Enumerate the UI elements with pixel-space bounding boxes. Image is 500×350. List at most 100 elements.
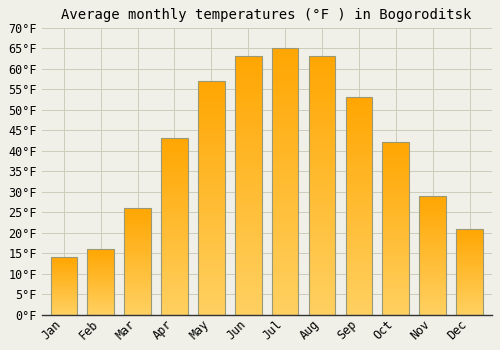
Bar — [161, 223, 188, 226]
Bar — [420, 284, 446, 286]
Bar — [50, 257, 77, 258]
Bar — [50, 314, 77, 315]
Bar — [420, 303, 446, 305]
Bar — [420, 258, 446, 260]
Bar — [198, 174, 224, 179]
Bar — [346, 258, 372, 262]
Bar — [124, 257, 151, 259]
Bar — [308, 304, 336, 309]
Bar — [308, 77, 336, 82]
Bar — [124, 242, 151, 244]
Bar — [161, 286, 188, 290]
Bar — [272, 80, 298, 85]
Bar — [456, 256, 483, 258]
Bar — [50, 307, 77, 308]
Bar — [235, 82, 262, 88]
Bar — [235, 294, 262, 299]
Bar — [456, 275, 483, 277]
Bar — [124, 266, 151, 268]
Bar — [272, 123, 298, 128]
Bar — [161, 230, 188, 233]
Bar — [346, 136, 372, 141]
Bar — [124, 217, 151, 219]
Bar — [420, 208, 446, 210]
Bar — [420, 250, 446, 253]
Bar — [420, 196, 446, 315]
Bar — [308, 108, 336, 113]
Bar — [50, 270, 77, 271]
Bar — [88, 304, 114, 306]
Bar — [382, 308, 409, 311]
Bar — [50, 264, 77, 265]
Bar — [198, 216, 224, 221]
Bar — [456, 294, 483, 296]
Bar — [50, 273, 77, 274]
Bar — [50, 259, 77, 261]
Bar — [235, 232, 262, 237]
Bar — [235, 72, 262, 77]
Bar — [235, 154, 262, 160]
Bar — [420, 246, 446, 248]
Bar — [88, 280, 114, 282]
Bar — [235, 175, 262, 180]
Bar — [382, 173, 409, 177]
Bar — [88, 252, 114, 253]
Bar — [272, 251, 298, 256]
Bar — [124, 208, 151, 315]
Bar — [235, 103, 262, 108]
Bar — [161, 293, 188, 297]
Bar — [198, 128, 224, 132]
Bar — [198, 165, 224, 170]
Bar — [308, 129, 336, 134]
Bar — [382, 180, 409, 184]
Bar — [161, 160, 188, 163]
Bar — [308, 284, 336, 289]
Bar — [88, 256, 114, 257]
Bar — [50, 257, 77, 315]
Bar — [88, 258, 114, 259]
Bar — [235, 206, 262, 211]
Bar — [124, 287, 151, 289]
Bar — [346, 149, 372, 154]
Bar — [124, 238, 151, 240]
Bar — [124, 268, 151, 270]
Bar — [88, 303, 114, 304]
Bar — [235, 62, 262, 67]
Bar — [272, 299, 298, 304]
Bar — [346, 223, 372, 228]
Bar — [420, 253, 446, 255]
Bar — [161, 163, 188, 167]
Bar — [308, 56, 336, 315]
Bar — [50, 295, 77, 296]
Bar — [124, 219, 151, 221]
Bar — [198, 132, 224, 137]
Bar — [382, 266, 409, 270]
Bar — [420, 265, 446, 267]
Bar — [88, 298, 114, 299]
Bar — [198, 240, 224, 245]
Bar — [235, 186, 262, 191]
Bar — [456, 268, 483, 270]
Bar — [272, 187, 298, 192]
Bar — [235, 134, 262, 139]
Bar — [235, 139, 262, 144]
Bar — [198, 95, 224, 100]
Bar — [346, 154, 372, 158]
Bar — [456, 284, 483, 285]
Bar — [235, 201, 262, 206]
Bar — [161, 156, 188, 160]
Bar — [198, 198, 224, 202]
Bar — [346, 97, 372, 102]
Bar — [382, 156, 409, 160]
Bar — [50, 274, 77, 275]
Bar — [235, 247, 262, 253]
Bar — [161, 209, 188, 212]
Bar — [308, 186, 336, 191]
Bar — [420, 224, 446, 226]
Bar — [124, 300, 151, 302]
Bar — [420, 272, 446, 274]
Bar — [88, 295, 114, 296]
Bar — [382, 215, 409, 218]
Bar — [161, 265, 188, 269]
Bar — [198, 226, 224, 230]
